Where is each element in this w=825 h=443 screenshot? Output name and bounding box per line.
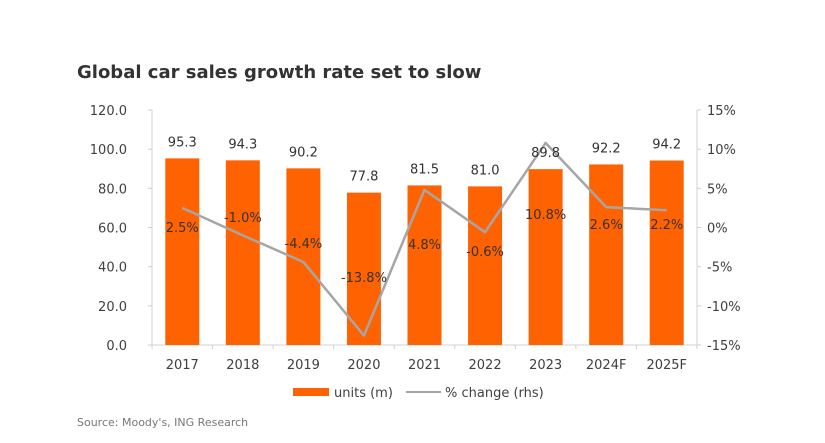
- bar-value-label: 92.2: [592, 141, 621, 156]
- bar-value-label: 94.2: [652, 138, 681, 153]
- bar-value-label: 95.3: [168, 135, 197, 150]
- left-tick-label: 120.0: [90, 104, 127, 119]
- chart-title: Global car sales growth rate set to slow: [77, 62, 482, 83]
- x-tick-label: 2019: [287, 358, 320, 373]
- legend-swatch-units: [293, 388, 329, 396]
- x-tick-label: 2020: [347, 358, 380, 373]
- bar-2023: [528, 169, 563, 345]
- chart-source: Source: Moody's, ING Research: [77, 416, 249, 429]
- left-tick-label: 60.0: [98, 222, 127, 237]
- left-tick-label: 80.0: [98, 182, 127, 197]
- pct-value-label: -4.4%: [285, 237, 323, 252]
- bar-value-label: 81.5: [410, 162, 439, 177]
- bar-value-label: 94.3: [228, 137, 257, 152]
- x-tick-label: 2018: [226, 358, 259, 373]
- bar-value-label: 77.8: [349, 170, 378, 185]
- legend-label-units: units (m): [334, 386, 393, 401]
- x-tick-label: 2025F: [646, 358, 687, 373]
- bar-value-label: 81.0: [471, 163, 500, 178]
- left-tick-label: 40.0: [98, 261, 127, 276]
- x-tick-label: 2022: [469, 358, 502, 373]
- right-tick-label: 5%: [707, 182, 728, 197]
- bar-2021: [407, 185, 442, 345]
- bar-2020: [346, 192, 381, 345]
- pct-value-label: 2.6%: [590, 218, 623, 233]
- x-tick-label: 2021: [408, 358, 441, 373]
- legend-label-pct: % change (rhs): [445, 386, 544, 401]
- bar-2017: [165, 158, 200, 345]
- left-tick-label: 20.0: [98, 300, 127, 315]
- left-tick-label: 100.0: [90, 143, 127, 158]
- x-tick-label: 2017: [166, 358, 199, 373]
- pct-value-label: -13.8%: [341, 271, 387, 286]
- x-tick-label: 2023: [529, 358, 562, 373]
- bar-2018: [225, 160, 260, 345]
- pct-value-label: 2.5%: [166, 221, 199, 236]
- pct-value-label: -1.0%: [224, 211, 262, 226]
- right-tick-label: 0%: [707, 222, 728, 237]
- right-tick-label: -15%: [707, 339, 741, 354]
- bar-2024F: [589, 164, 624, 345]
- bar-value-label: 90.2: [289, 145, 318, 160]
- pct-value-label: 2.2%: [650, 218, 683, 233]
- x-tick-label: 2024F: [586, 358, 627, 373]
- pct-value-label: -0.6%: [466, 245, 504, 260]
- bar-value-label: 89.8: [531, 146, 560, 161]
- pct-change-line: [181, 141, 667, 337]
- bar-2022: [468, 186, 503, 345]
- right-tick-label: 15%: [707, 104, 736, 119]
- pct-value-label: 4.8%: [408, 238, 441, 253]
- bar-2019: [286, 168, 321, 345]
- left-tick-label: 0.0: [106, 339, 127, 354]
- right-tick-label: -10%: [707, 300, 741, 315]
- right-tick-label: 10%: [707, 143, 736, 158]
- bar-2025F: [649, 160, 684, 345]
- pct-value-label: 10.8%: [525, 208, 566, 223]
- right-tick-label: -5%: [707, 261, 732, 276]
